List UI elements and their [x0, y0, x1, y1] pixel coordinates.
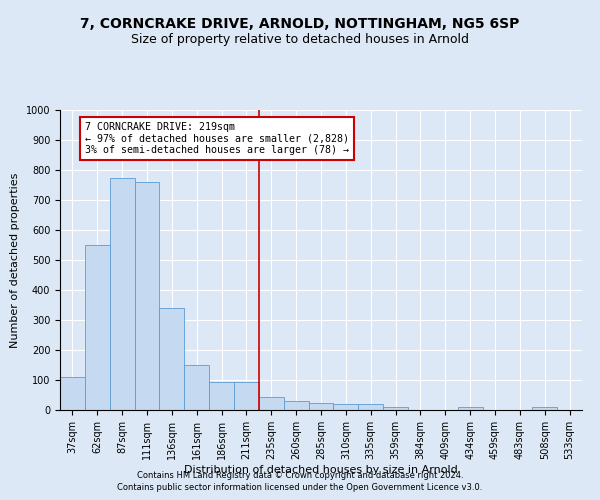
Bar — [184, 365, 209, 410]
Text: Size of property relative to detached houses in Arnold: Size of property relative to detached ho… — [131, 32, 469, 46]
Bar — [358, 404, 383, 410]
Bar — [383, 407, 408, 410]
Bar — [234, 382, 259, 410]
Text: 7 CORNCRAKE DRIVE: 219sqm
← 97% of detached houses are smaller (2,828)
3% of sem: 7 CORNCRAKE DRIVE: 219sqm ← 97% of detac… — [85, 122, 349, 155]
Bar — [259, 396, 284, 410]
Bar — [85, 245, 110, 410]
Bar — [110, 178, 134, 410]
Bar — [308, 402, 334, 410]
X-axis label: Distribution of detached houses by size in Arnold: Distribution of detached houses by size … — [184, 464, 458, 474]
Text: Contains public sector information licensed under the Open Government Licence v3: Contains public sector information licen… — [118, 484, 482, 492]
Bar — [209, 382, 234, 410]
Y-axis label: Number of detached properties: Number of detached properties — [10, 172, 20, 348]
Bar — [284, 401, 308, 410]
Text: 7, CORNCRAKE DRIVE, ARNOLD, NOTTINGHAM, NG5 6SP: 7, CORNCRAKE DRIVE, ARNOLD, NOTTINGHAM, … — [80, 18, 520, 32]
Bar — [134, 182, 160, 410]
Bar — [532, 407, 557, 410]
Bar — [334, 404, 358, 410]
Bar — [458, 407, 482, 410]
Bar — [60, 377, 85, 410]
Text: Contains HM Land Registry data © Crown copyright and database right 2024.: Contains HM Land Registry data © Crown c… — [137, 471, 463, 480]
Bar — [160, 308, 184, 410]
